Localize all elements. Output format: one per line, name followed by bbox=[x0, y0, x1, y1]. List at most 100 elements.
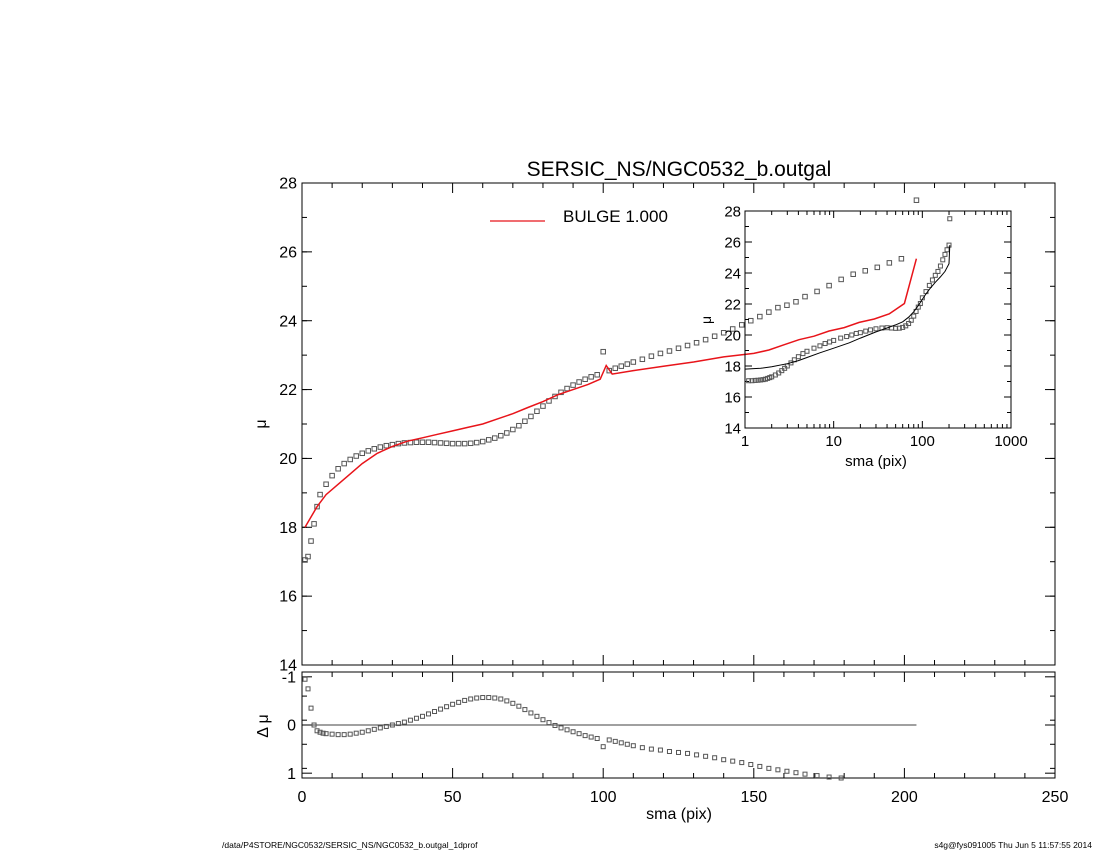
main-data-point bbox=[606, 367, 612, 374]
main-data-point bbox=[522, 418, 528, 424]
resid-data-point bbox=[323, 731, 329, 737]
main-data-point bbox=[305, 553, 311, 560]
resid-data-point bbox=[419, 713, 425, 719]
inset-data-point bbox=[873, 326, 879, 332]
main-data-point bbox=[693, 339, 700, 346]
main-data-point bbox=[516, 422, 522, 429]
main-data-point bbox=[443, 440, 450, 447]
main-data-point bbox=[582, 376, 588, 382]
resid-data-point bbox=[814, 773, 820, 779]
resid-data-point bbox=[522, 707, 528, 713]
resid-data-point bbox=[504, 698, 510, 704]
resid-data-point bbox=[630, 743, 636, 749]
inset-data-point bbox=[849, 332, 855, 338]
chart-title: SERSIC_NS/NGC0532_b.outgal bbox=[527, 158, 832, 181]
resid-data-point bbox=[775, 767, 781, 773]
resid-data-point bbox=[474, 695, 480, 701]
resid-data-point bbox=[486, 695, 492, 701]
residual-panel: 0 50 100 150 200 250-101 bbox=[282, 669, 1069, 806]
footer-path: /data/P4STORE/NGC0532/SERSIC_NS/NGC0532_… bbox=[222, 840, 478, 850]
resid-data-point bbox=[395, 721, 401, 727]
resid-data-point bbox=[612, 738, 618, 744]
main-data-point bbox=[564, 385, 570, 392]
main-data-point bbox=[473, 439, 480, 446]
resid-data-point bbox=[320, 730, 326, 736]
resid-data-point bbox=[432, 709, 438, 715]
resid-data-point bbox=[426, 711, 432, 717]
main-y-tick-label: 22 bbox=[279, 382, 297, 399]
main-y-tick-label: 18 bbox=[279, 520, 297, 537]
main-data-point bbox=[413, 439, 420, 445]
residual-y-axis-label: Δ μ bbox=[255, 714, 272, 737]
inset-data-point bbox=[896, 325, 902, 331]
x-axis-label: sma (pix) bbox=[646, 806, 712, 823]
main-data-point bbox=[886, 260, 893, 266]
inset-y-tick-label: 16 bbox=[724, 389, 741, 406]
inset-x-axis-label: sma (pix) bbox=[845, 453, 907, 470]
main-data-point bbox=[485, 437, 492, 443]
main-data-point bbox=[377, 444, 384, 450]
main-data-point bbox=[317, 491, 323, 498]
resid-data-point bbox=[314, 728, 320, 734]
main-data-point bbox=[431, 439, 438, 446]
resid-data-point bbox=[588, 734, 594, 740]
resid-data-point bbox=[492, 695, 498, 701]
resid-data-point bbox=[618, 740, 624, 746]
main-data-point bbox=[467, 440, 474, 447]
main-data-point bbox=[437, 440, 444, 446]
main-data-point bbox=[711, 333, 718, 339]
inset-y-tick-label: 26 bbox=[724, 234, 741, 251]
inset-data-point bbox=[946, 242, 952, 248]
resid-data-point bbox=[546, 720, 552, 726]
inset-y-tick-label: 22 bbox=[724, 296, 741, 313]
resid-data-point bbox=[480, 695, 486, 701]
resid-data-point bbox=[594, 735, 600, 741]
inset-data-point bbox=[755, 377, 761, 383]
main-data-point bbox=[323, 481, 329, 487]
main-data-point bbox=[479, 438, 486, 445]
resid-x-tick-label: 0 bbox=[298, 789, 307, 806]
resid-data-point bbox=[784, 768, 790, 774]
inset-data-point bbox=[863, 328, 869, 334]
resid-data-point bbox=[383, 723, 389, 729]
resid-data-point bbox=[407, 717, 413, 723]
main-data-point bbox=[666, 348, 673, 354]
main-data-point bbox=[365, 448, 372, 454]
main-data-point bbox=[341, 460, 347, 467]
resid-data-point bbox=[335, 732, 341, 738]
main-data-point bbox=[492, 435, 498, 441]
resid-data-point bbox=[353, 730, 359, 736]
resid-data-point bbox=[540, 717, 546, 723]
resid-data-point bbox=[838, 775, 844, 781]
inset-data-point bbox=[929, 277, 935, 283]
main-data-point bbox=[913, 197, 920, 203]
footer-timestamp: s4g@fys091005 Thu Jun 5 11:57:55 2014 bbox=[934, 840, 1092, 850]
resid-data-point bbox=[558, 725, 564, 731]
inset-y-tick-label: 28 bbox=[724, 203, 741, 220]
main-data-point bbox=[618, 363, 625, 369]
inset-data-point bbox=[857, 330, 863, 336]
main-data-point bbox=[383, 442, 390, 449]
main-data-point bbox=[675, 345, 682, 352]
main-data-point bbox=[425, 439, 432, 445]
resid-data-point bbox=[510, 700, 516, 706]
inset-panel: 1 10 100 1000 14 16 18 20 22 24 26 28 bbox=[724, 203, 1027, 450]
main-data-point bbox=[347, 456, 353, 463]
inset-y-tick-label: 24 bbox=[724, 265, 741, 282]
main-data-point bbox=[570, 382, 576, 388]
resid-data-point bbox=[739, 760, 745, 766]
resid-data-point bbox=[564, 727, 570, 733]
main-data-point bbox=[302, 557, 308, 563]
inset-data-point bbox=[867, 327, 873, 333]
inset-data-point bbox=[827, 339, 833, 345]
inset-data-point bbox=[944, 247, 950, 253]
main-data-point bbox=[657, 350, 664, 357]
resid-data-point bbox=[462, 697, 468, 703]
inset-data-point bbox=[831, 337, 837, 343]
resid-data-point bbox=[389, 722, 395, 728]
main-data-point bbox=[311, 521, 317, 527]
main-y-tick-label: 20 bbox=[279, 451, 297, 468]
main-data-point bbox=[766, 309, 772, 315]
main-data-point bbox=[739, 322, 745, 328]
resid-data-point bbox=[311, 722, 317, 728]
